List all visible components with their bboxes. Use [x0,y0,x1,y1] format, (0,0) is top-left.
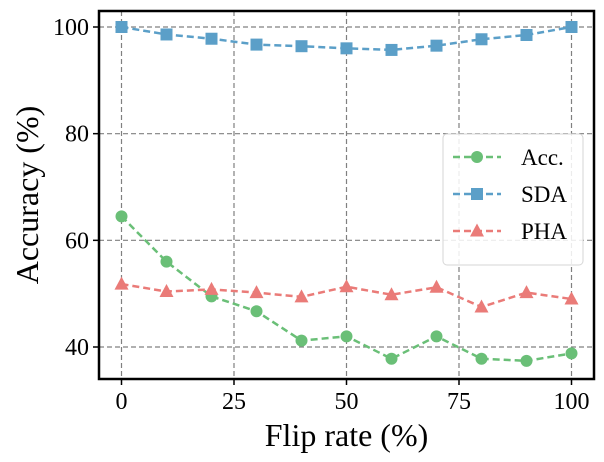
series-sda [115,21,578,56]
data-point-pha [294,289,309,303]
data-point-pha [249,285,264,299]
data-point-pha [384,287,399,301]
y-tick-label: 80 [65,122,89,148]
data-point-sda [520,29,533,41]
legend-swatch-marker [470,223,484,237]
data-point-acc [385,352,398,365]
data-point-sda [385,43,398,56]
data-point-sda [160,28,173,41]
data-point-sda [250,38,263,51]
data-point-pha [114,276,129,290]
data-point-pha [339,279,354,293]
data-point-acc [160,255,173,268]
legend-swatch-marker [471,151,483,163]
data-point-pha [429,279,444,293]
data-point-acc [430,330,443,343]
data-point-acc [250,305,263,318]
data-point-sda [205,32,218,45]
data-point-pha [159,284,174,298]
data-point-acc [475,352,488,365]
data-point-pha [474,299,489,313]
legend-label: Acc. [521,145,564,170]
y-tick-label: 40 [65,335,89,361]
x-tick-label: 0 [116,389,128,415]
x-tick-label: 25 [222,389,246,415]
legend-entry-acc: Acc. [453,145,564,170]
data-point-sda [115,21,128,33]
legend-swatch-marker [471,188,483,200]
y-tick-label: 60 [65,228,89,254]
legend-entry-pha: PHA [453,219,567,244]
data-point-pha [564,291,579,305]
data-point-acc [115,210,128,223]
data-point-acc [340,330,353,343]
data-point-sda [340,42,353,55]
data-point-acc [295,334,308,347]
data-point-pha [519,285,534,299]
series-pha [114,276,579,313]
y-tick-label: 100 [53,15,89,41]
data-point-pha [204,281,219,295]
ticks: 0 25 50 75 100 40 60 80 100 [53,15,590,415]
x-tick-label: 50 [335,389,359,415]
x-tick-label: 100 [554,389,590,415]
legend-label: SDA [521,182,567,207]
x-axis-title: Flip rate (%) [265,417,429,453]
data-point-acc [565,347,578,360]
data-point-acc [520,354,533,367]
data-point-sda [430,39,443,52]
legend-label: PHA [521,219,567,244]
data-point-sda [565,21,578,33]
series-layer [114,21,579,367]
data-point-sda [295,40,308,53]
legend-entry-sda: SDA [453,182,567,207]
y-axis-title: Accuracy (%) [9,106,45,285]
x-tick-label: 75 [447,389,471,415]
data-point-sda [475,33,488,46]
legend: Acc. SDA PHA [442,133,584,266]
